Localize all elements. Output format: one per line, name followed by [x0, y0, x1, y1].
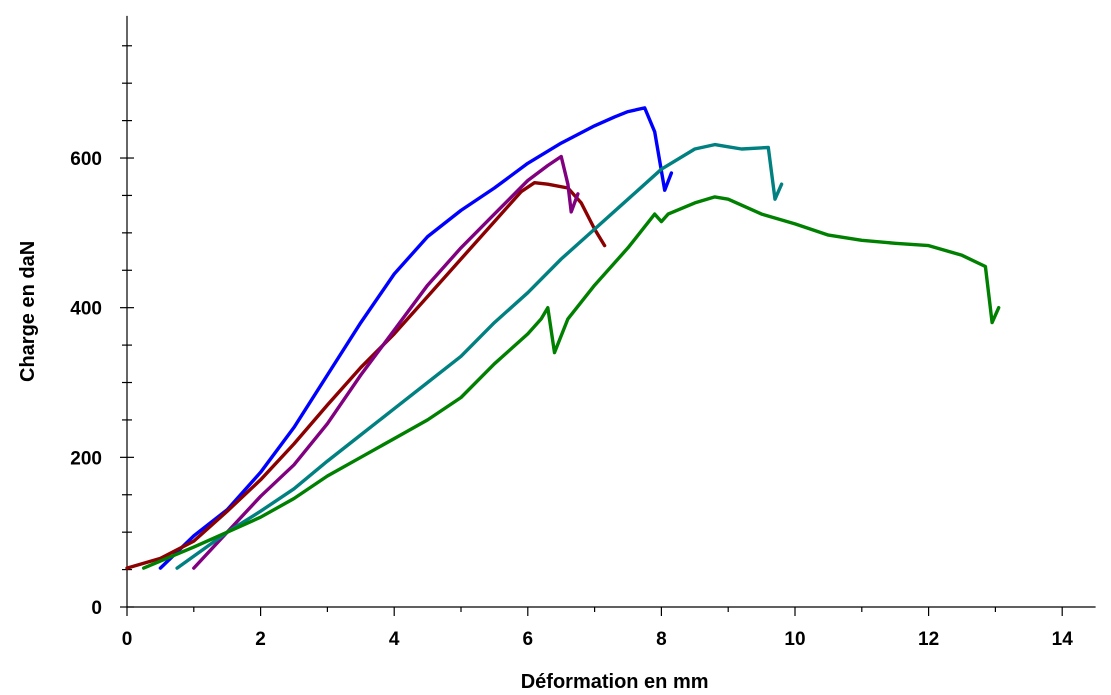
x-tick-label: 10: [784, 629, 805, 650]
y-axis-title: Charge en daN: [17, 241, 39, 382]
axis-ticks: [120, 45, 1063, 616]
series-line-3: [192, 154, 580, 570]
series-line-2: [125, 181, 607, 570]
y-tick-label: 400: [70, 299, 102, 320]
y-tick-label: 0: [91, 598, 102, 619]
x-tick-label: 0: [122, 629, 133, 650]
x-tick-label: 14: [1052, 629, 1074, 650]
chart-axes: [126, 15, 1096, 608]
x-tick-label: 12: [918, 629, 939, 650]
x-tick-label: 4: [389, 629, 400, 650]
x-tick-label: 8: [656, 629, 667, 650]
x-tick-label: 2: [255, 629, 266, 650]
x-axis-title: Déformation en mm: [521, 671, 709, 693]
y-tick-label: 200: [70, 448, 102, 469]
x-tick-label: 6: [523, 629, 534, 650]
series-line-1: [158, 106, 674, 570]
y-tick-label: 600: [70, 149, 102, 170]
series-line-4: [175, 142, 784, 570]
series-lines: [125, 106, 1001, 570]
series-line-5: [142, 195, 1001, 570]
axis-tick-labels: 0 2 4 6 8 10 12 14 0 200 400 600: [70, 149, 1073, 650]
